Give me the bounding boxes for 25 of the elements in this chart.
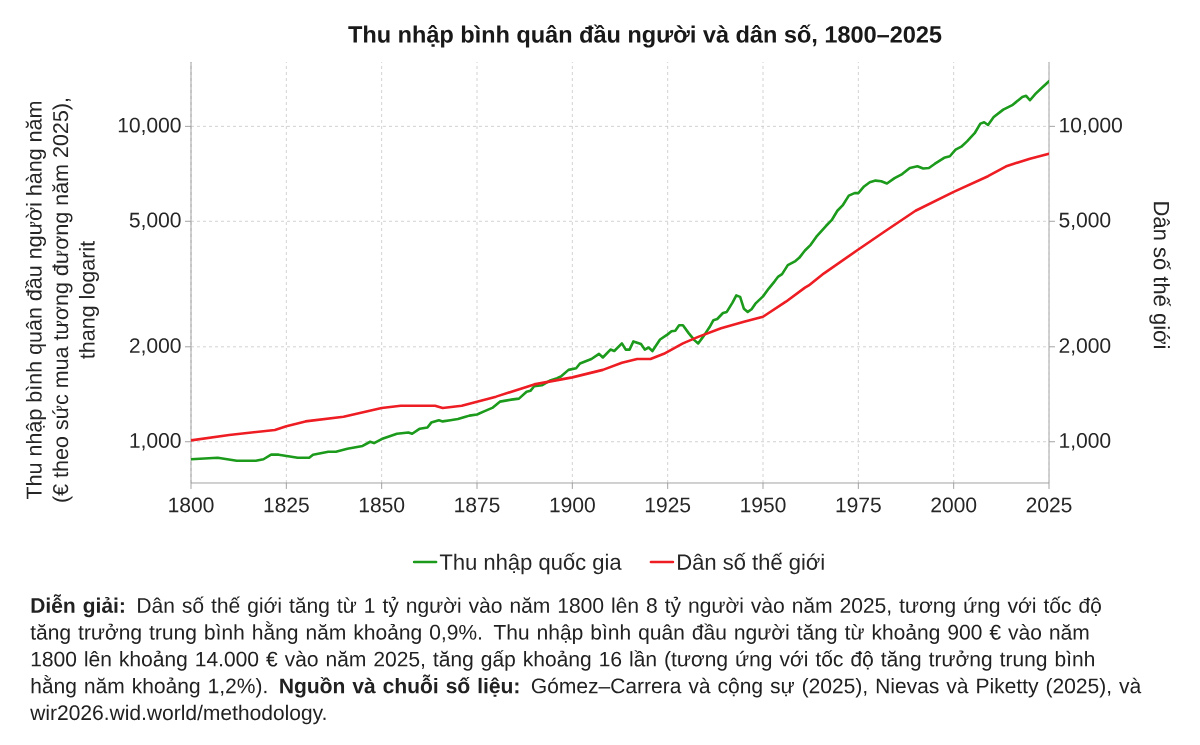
x-tick-label: 1825 <box>264 497 309 513</box>
chart-title: Thu nhập bình quân đầu người và dân số, 1800–2025 <box>348 24 942 48</box>
x-tick-label: 1850 <box>359 497 405 513</box>
y-axis-title: Thu nhập bình quân đầu người hàng năm (€ theo sức mua tương đương năm 2025), thang logarit <box>25 99 99 502</box>
x-tick-label: 1875 <box>455 497 500 513</box>
y-tick-label: 1,000 <box>130 433 181 451</box>
text: Diễn giải: Dân số thế giới tăng từ 1 tỷ người vào năm 1800 lên 8 tỷ người vào năm 2025, tương ứng với tốc độ tăng trưởng trung bình hằng năm khoảng 0,9%. Thu nhập bình quân đầu người tăng từ khoảng 900 € vào năm 1800 lên khoảng 14.000 € vào năm 2025, tăng gấp khoảng 16 lần (tương ứng với tốc độ tăng trưởng trung bình hằng năm khoảng 1,2%). Nguồn và chuỗi số liệu: Gómez–Carrera và cộng sự (2025), Nievas và Piketty (2025), và wir2026.wid.world/methodology. <box>30 594 1142 725</box>
x-tick-label: 1900 <box>550 497 595 513</box>
text: 10,000 <box>1060 117 1122 136</box>
line-series <box>191 79 1050 463</box>
y-tick-label: 5,000 <box>129 212 181 230</box>
y-tick-label: 10,000 <box>118 117 181 136</box>
text: 5,000 <box>1059 212 1111 230</box>
text: 2,000 <box>1059 338 1111 356</box>
y-tick-label: 2,000 <box>129 338 181 356</box>
text: 1,000 <box>1060 433 1111 451</box>
x-tick-label: 1950 <box>741 497 786 513</box>
legend-label: Dân số thế giới <box>678 552 824 575</box>
x-tick-label: 2000 <box>931 497 977 513</box>
x-tick-label: 1975 <box>836 497 881 513</box>
x-tick-label: 2025 <box>1026 497 1072 513</box>
x-tick-label: 1925 <box>645 497 691 513</box>
x-tick-label: 1800 <box>169 497 214 513</box>
legend-label: Thu nhập quốc gia <box>439 552 622 575</box>
y2-axis-title: Dân số thế giới <box>1149 202 1171 348</box>
